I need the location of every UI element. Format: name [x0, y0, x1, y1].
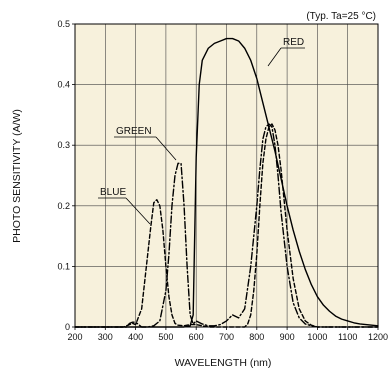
y-axis-title: PHOTO SENSITIVITY (A/W): [11, 109, 23, 243]
red-series-label-group: RED: [267, 37, 305, 67]
blue-label-leader: [125, 197, 151, 225]
y-tick-label: 0.3: [57, 140, 70, 150]
x-tick-label: 200: [67, 332, 82, 342]
y-tick-label: 0: [65, 322, 70, 332]
red-series-label: RED: [283, 37, 304, 48]
x-tick-label: 1100: [338, 332, 357, 342]
y-tick-label: 0.1: [57, 261, 70, 271]
x-tick-label: 600: [189, 332, 204, 342]
x-tick-label: 1000: [307, 332, 327, 342]
y-tick-label: 0.4: [57, 80, 70, 90]
blue-series-label-group: BLUE: [98, 187, 151, 225]
x-tick-label: 1200: [368, 332, 388, 342]
green-label-leader: [155, 136, 177, 161]
x-tick-label: 800: [249, 332, 264, 342]
x-tick-label: 400: [128, 332, 143, 342]
ticks: 200 300 400 500 600 700 800 900 1000 1100 1200 0 0.1…: [57, 19, 388, 342]
series-line-red: [74, 37, 379, 328]
x-axis-title: WAVELENGTH (nm): [175, 357, 272, 369]
green-series-label: GREEN: [116, 126, 152, 137]
x-tick-label: 500: [158, 332, 173, 342]
y-tick-label: 0.2: [57, 201, 70, 211]
grid: [75, 24, 378, 327]
x-tick-label: 300: [98, 332, 113, 342]
red-label-leader: [267, 47, 282, 67]
series-line-green: [74, 123, 379, 328]
x-tick-label: 700: [219, 332, 234, 342]
x-tick-label: 900: [280, 332, 295, 342]
y-tick-label: 0.5: [57, 19, 70, 29]
chart-annotation: (Typ. Ta=25 °C): [306, 11, 376, 22]
green-series-label-group: GREEN: [114, 126, 177, 161]
blue-series-label: BLUE: [100, 187, 126, 198]
